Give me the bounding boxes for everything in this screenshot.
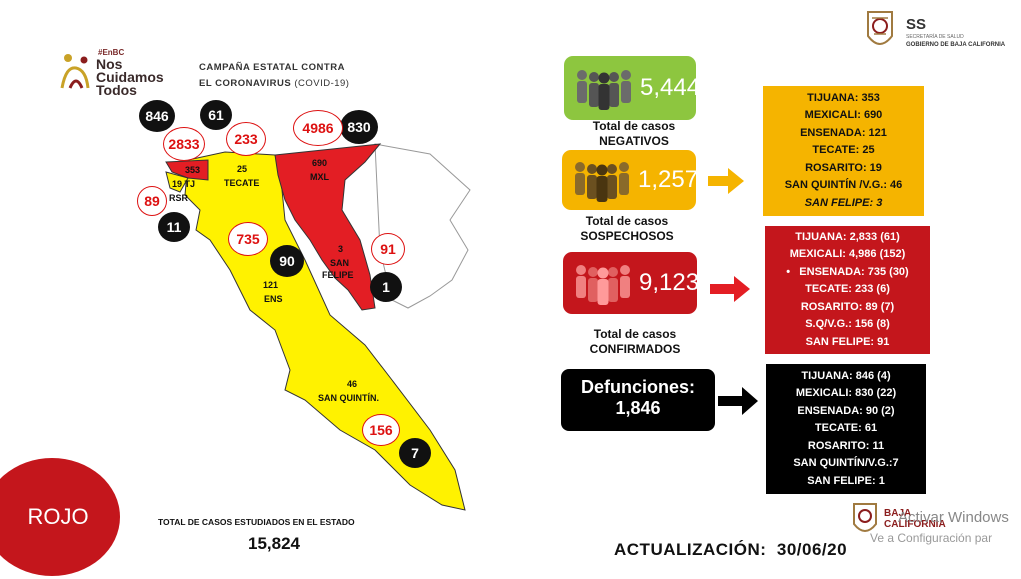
list-item: TECATE: 25 <box>812 144 875 157</box>
logo-line-1: Nos <box>96 56 123 72</box>
mexicali-region <box>274 143 382 311</box>
san-quintin-confirmed-circle: 156 <box>362 414 400 446</box>
san-quintin-deaths-circle: 7 <box>399 438 431 468</box>
campaign-title: CAMPAÑA ESTATAL CONTRA EL CORONAVIRUS (C… <box>199 60 349 92</box>
deaths-box: Defunciones: 1,846 <box>561 369 715 431</box>
rosarito-confirmed-circle: 89 <box>137 186 167 216</box>
ss-label: SS <box>906 16 927 33</box>
ensenada-name-label: ENS <box>264 294 283 304</box>
tijuana-confirmed-circle: 2833 <box>163 127 205 161</box>
campaign-line-1: CAMPAÑA ESTATAL CONTRA <box>199 62 345 73</box>
san-quintin-name-label: SAN QUINTÍN. <box>318 393 380 403</box>
mexicali-confirmed-circle: 4986 <box>293 110 343 146</box>
ensenada-confirmed-circle: 735 <box>228 222 268 256</box>
list-item: TECATE: 61 <box>814 422 878 435</box>
tecate-suspect-label: 25 <box>237 164 248 174</box>
confirmed-value: 9,123 <box>639 269 700 296</box>
ensenada-suspect-label: 121 <box>263 280 279 290</box>
tijuana-deaths-circle: 846 <box>139 100 175 132</box>
tijuana-region <box>165 159 209 181</box>
confirmed-tile: 9,123 <box>563 252 700 314</box>
people-group-icon <box>573 261 633 305</box>
update-label: ACTUALIZACIÓN: <box>614 540 767 559</box>
state-seal-icon <box>853 503 877 532</box>
ss-sub: SECRETARÍA DE SALUD <box>906 34 964 40</box>
list-item: ROSARITO: 89 (7) <box>800 300 895 313</box>
total-studied-value: 15,824 <box>248 534 300 553</box>
arrow-right-icon <box>718 387 758 415</box>
update-line: ACTUALIZACIÓN: 30/06/20 <box>614 540 847 560</box>
state-seal-icon <box>867 11 893 45</box>
mexicali-suspect-label: 690 <box>312 158 328 168</box>
bc-logo: BAJA CALIFORNIA <box>850 500 960 544</box>
negatives-value: 5,444 <box>640 74 701 101</box>
list-item: S.Q/V.G.: 156 (8) <box>805 318 890 331</box>
negatives-tile: 5,444 <box>564 56 700 120</box>
list-item: TIJUANA: 353 <box>807 91 880 104</box>
rosarito-name-label: RSR <box>169 193 189 203</box>
bc-logo-line-2: CALIFORNIA <box>884 519 946 530</box>
list-item: SAN FELIPE: 1 <box>807 474 885 487</box>
gov-logo: SS SECRETARÍA DE SALUD GOBIERNO DE BAJA … <box>862 6 1012 56</box>
negatives-caption: Total de casos NEGATIVOS <box>592 119 676 148</box>
deaths-value: 1,846 <box>615 398 661 418</box>
status-badge: ROJO <box>0 458 120 576</box>
update-date: 30/06/20 <box>776 540 848 559</box>
list-item: SAN FELIPE: 91 <box>805 335 890 348</box>
san-felipe-suspect-label: 3 <box>338 244 344 254</box>
suspects-tile: 1,257 <box>562 150 699 210</box>
list-item: TIJUANA: 846 (4) <box>801 369 891 382</box>
list-item: ENSENADA: 121 <box>800 126 887 139</box>
hashtag: #EnBC <box>98 48 125 57</box>
san-felipe-deaths-circle: 1 <box>370 272 402 302</box>
list-item: SAN QUINTÍN/V.G.:7 <box>793 457 899 470</box>
mexicali-name-label: MXL <box>310 172 329 182</box>
confirmed-caption: Total de casos CONFIRMADOS <box>589 327 681 356</box>
san-felipe-name-2: FELIPE <box>322 270 354 280</box>
tecate-name-label: TECATE <box>224 178 260 188</box>
people-group-icon <box>572 158 632 202</box>
rosarito-region <box>165 171 189 193</box>
list-item: MEXICALI: 4,986 (152) <box>789 248 906 261</box>
tecate-confirmed-circle: 233 <box>226 122 266 156</box>
list-item: ENSENADA: 90 (2) <box>797 404 895 417</box>
campaign-logo: #EnBC Nos Cuidamos Todos <box>58 48 183 98</box>
list-item: SAN QUINTÍN /V.G.: 46 <box>784 179 903 192</box>
arrow-right-icon <box>710 276 750 302</box>
mexicali-deaths-circle: 830 <box>340 110 378 144</box>
tijuana-name-label: 19 TJ <box>172 179 196 189</box>
san-felipe-name-1: SAN <box>330 258 350 268</box>
suspects-list: TIJUANA: 353 MEXICALI: 690 ENSENADA: 121… <box>763 86 924 216</box>
list-item: • ENSENADA: 735 (30) <box>786 265 909 278</box>
list-item: MEXICALI: 830 (22) <box>795 387 897 400</box>
list-item: SAN FELIPE: 3 <box>804 196 883 209</box>
windows-watermark-sub[interactable]: Ve a Configuración par <box>870 531 993 545</box>
gov-label: GOBIERNO DE BAJA CALIFORNIA <box>906 42 1006 48</box>
san-quintin-suspect-label: 46 <box>347 379 358 389</box>
suspects-value: 1,257 <box>638 166 699 193</box>
bc-logo-line-1: BAJA <box>884 508 912 519</box>
san-felipe-confirmed-circle: 91 <box>371 233 405 265</box>
logo-line-2: Cuidamos <box>96 69 164 85</box>
list-item: ROSARITO: 19 <box>805 161 882 174</box>
arrow-right-icon <box>708 168 744 194</box>
suspects-caption: Total de casos SOSPECHOSOS <box>580 214 674 243</box>
deaths-list: TIJUANA: 846 (4) MEXICALI: 830 (22) ENSE… <box>766 364 926 494</box>
list-item: TIJUANA: 2,833 (61) <box>795 230 900 243</box>
family-logo-icon <box>60 54 90 89</box>
campaign-line-2: EL CORONAVIRUS (COVID-19) <box>199 78 350 89</box>
tecate-deaths-circle: 61 <box>200 100 232 130</box>
rosarito-deaths-circle: 11 <box>158 212 190 242</box>
deaths-title: Defunciones: <box>580 377 695 397</box>
people-group-icon <box>574 66 634 110</box>
ensenada-deaths-circle: 90 <box>270 245 304 277</box>
list-item: MEXICALI: 690 <box>804 109 883 122</box>
windows-watermark-title: Activar Windows <box>898 509 1009 526</box>
tijuana-suspect-label: 353 <box>185 165 201 175</box>
list-item: ROSARITO: 11 <box>807 439 885 452</box>
list-item: TECATE: 233 (6) <box>805 283 890 296</box>
confirmed-list: TIJUANA: 2,833 (61) MEXICALI: 4,986 (152… <box>765 226 930 354</box>
total-studied-caption: TOTAL DE CASOS ESTUDIADOS EN EL ESTADO <box>158 517 355 527</box>
logo-line-3: Todos <box>96 82 137 98</box>
